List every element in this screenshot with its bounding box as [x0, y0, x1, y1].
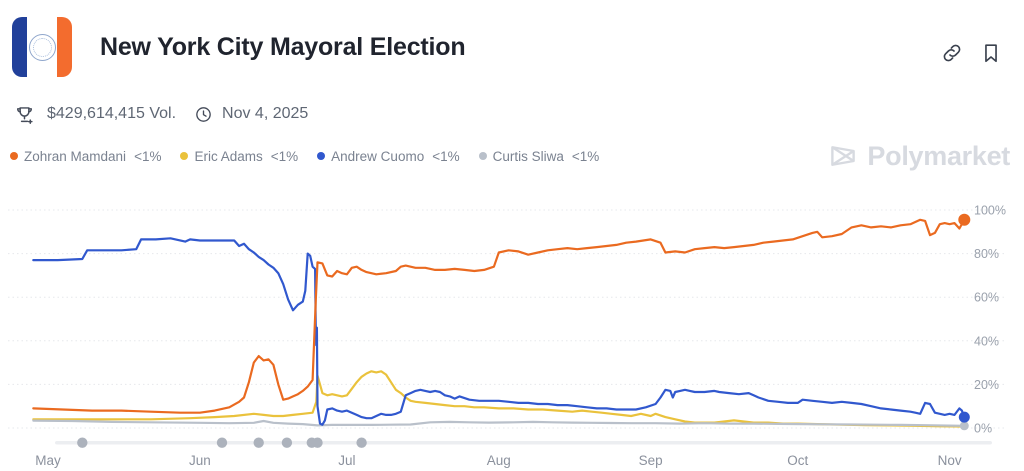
legend-value: <1% — [432, 148, 460, 164]
nyc-seal-icon — [28, 33, 56, 61]
y-axis-tick-label: 0% — [974, 422, 992, 436]
series-line-eric-adams — [32, 370, 966, 428]
legend-dot-zohran-mamdani — [10, 152, 18, 160]
legend-row: Zohran Mamdani <1% Eric Adams <1% Andrew Cuo… — [10, 140, 1010, 172]
chart-legend: Zohran Mamdani <1% Eric Adams <1% Andrew Cuo… — [10, 149, 599, 164]
series-end-dot-andrew-cuomo — [958, 411, 970, 423]
market-stats: $429,614,415 Vol. Nov 4, 2025 — [14, 102, 308, 126]
legend-item-zohran-mamdani: Zohran Mamdani <1% — [10, 149, 161, 164]
header-actions — [941, 42, 1002, 64]
polymarket-logo-icon — [831, 146, 856, 166]
x-axis-tick-label: Jun — [189, 453, 211, 468]
volume-value: $429,614,415 Vol. — [47, 105, 177, 122]
timeline-event-marker[interactable] — [281, 437, 293, 448]
legend-dot-andrew-cuomo — [317, 152, 326, 160]
legend-name: Zohran Mamdani — [24, 148, 127, 164]
y-axis-tick-label: 40% — [974, 334, 999, 348]
series-end-dot-zohran-mamdani — [958, 213, 971, 226]
flag-blue-stripe — [12, 17, 27, 77]
legend-name: Curtis Sliwa — [492, 148, 564, 164]
y-axis-tick-label: 60% — [974, 291, 999, 305]
end-date-group: Nov 4, 2025 — [194, 105, 308, 124]
bookmark-button[interactable] — [980, 42, 1002, 64]
timeline-event-marker[interactable] — [77, 437, 88, 448]
series-line-andrew-cuomo — [32, 237, 966, 426]
x-axis-tick-label: Aug — [487, 453, 511, 468]
flag-orange-stripe — [57, 17, 72, 77]
x-axis-tick-label: Jul — [338, 453, 355, 468]
series-end-dot-curtis-sliwa — [959, 421, 969, 431]
link-icon — [943, 44, 961, 62]
legend-dot-curtis-sliwa — [478, 152, 487, 160]
timeline-event-marker[interactable] — [253, 437, 264, 448]
legend-value: <1% — [270, 148, 299, 164]
price-history-chart[interactable]: 0% 20% 40% 60% 80% 100% May Jun Jul Aug Sep Oct Nov — [0, 190, 1024, 471]
series-line-curtis-sliwa — [32, 419, 966, 427]
x-axis-tick-label: May — [35, 453, 61, 468]
end-date-value: Nov 4, 2025 — [222, 105, 309, 122]
legend-value: <1% — [571, 148, 600, 164]
legend-name: Eric Adams — [194, 148, 263, 164]
legend-item-andrew-cuomo: Andrew Cuomo <1% — [317, 148, 460, 164]
x-axis-tick-label: Nov — [938, 453, 962, 468]
nyc-flag-icon — [12, 17, 72, 77]
polymarket-watermark: Polymarket — [828, 141, 1010, 172]
y-axis-tick-label: 20% — [974, 378, 999, 392]
timeline-event-marker[interactable] — [216, 437, 228, 448]
legend-dot-eric-adams — [180, 152, 189, 160]
series-line-zohran-mamdani — [32, 218, 966, 414]
polymarket-watermark-text: Polymarket — [867, 140, 1010, 171]
legend-item-eric-adams: Eric Adams <1% — [180, 149, 298, 164]
y-axis-tick-label: 100% — [974, 204, 1006, 218]
legend-value: <1% — [134, 148, 162, 164]
timeline-event-marker[interactable] — [312, 437, 323, 448]
copy-link-button[interactable] — [941, 42, 963, 64]
x-axis-tick-label: Oct — [787, 453, 808, 468]
market-title: New York City Mayoral Election — [100, 32, 466, 61]
x-axis-tick-label: Sep — [639, 453, 663, 468]
timeline-event-marker[interactable] — [356, 437, 367, 448]
legend-item-curtis-sliwa: Curtis Sliwa <1% — [478, 148, 600, 164]
legend-name: Andrew Cuomo — [331, 148, 425, 164]
trophy-icon — [17, 106, 33, 124]
flag-white-stripe — [27, 17, 57, 77]
timeline-scrubber-track[interactable] — [55, 441, 992, 445]
bookmark-icon — [985, 44, 997, 63]
y-axis-tick-label: 80% — [974, 247, 999, 261]
clock-icon — [196, 106, 211, 122]
